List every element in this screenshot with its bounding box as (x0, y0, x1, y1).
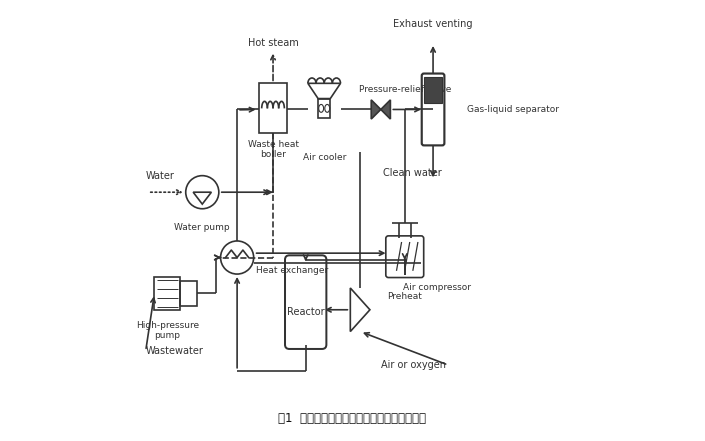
Text: Preheat: Preheat (387, 292, 422, 301)
Text: Wastewater: Wastewater (146, 346, 204, 356)
Text: Clean water: Clean water (384, 168, 442, 178)
FancyBboxPatch shape (424, 77, 442, 103)
Text: Water: Water (146, 171, 175, 181)
Text: Waste heat
boiler: Waste heat boiler (247, 140, 299, 159)
Text: Hot steam: Hot steam (248, 38, 299, 49)
Text: Gas-liquid separator: Gas-liquid separator (467, 105, 559, 114)
Text: Air cooler: Air cooler (302, 153, 346, 162)
Text: Exhaust venting: Exhaust venting (393, 19, 473, 29)
Text: Reactor: Reactor (287, 307, 325, 317)
Polygon shape (372, 100, 381, 119)
Text: Water pump: Water pump (174, 223, 230, 232)
Text: High-pressure
pump: High-pressure pump (136, 321, 199, 340)
Text: Air or oxygen: Air or oxygen (381, 360, 446, 370)
Text: Heat exchanger: Heat exchanger (256, 266, 328, 275)
Text: Pressure-relief valve: Pressure-relief valve (359, 85, 451, 94)
Text: 图1  超临界水氧化法处理有机废水工艺流程图: 图1 超临界水氧化法处理有机废水工艺流程图 (278, 412, 427, 425)
Polygon shape (381, 100, 391, 119)
Text: Air compressor: Air compressor (403, 284, 470, 292)
